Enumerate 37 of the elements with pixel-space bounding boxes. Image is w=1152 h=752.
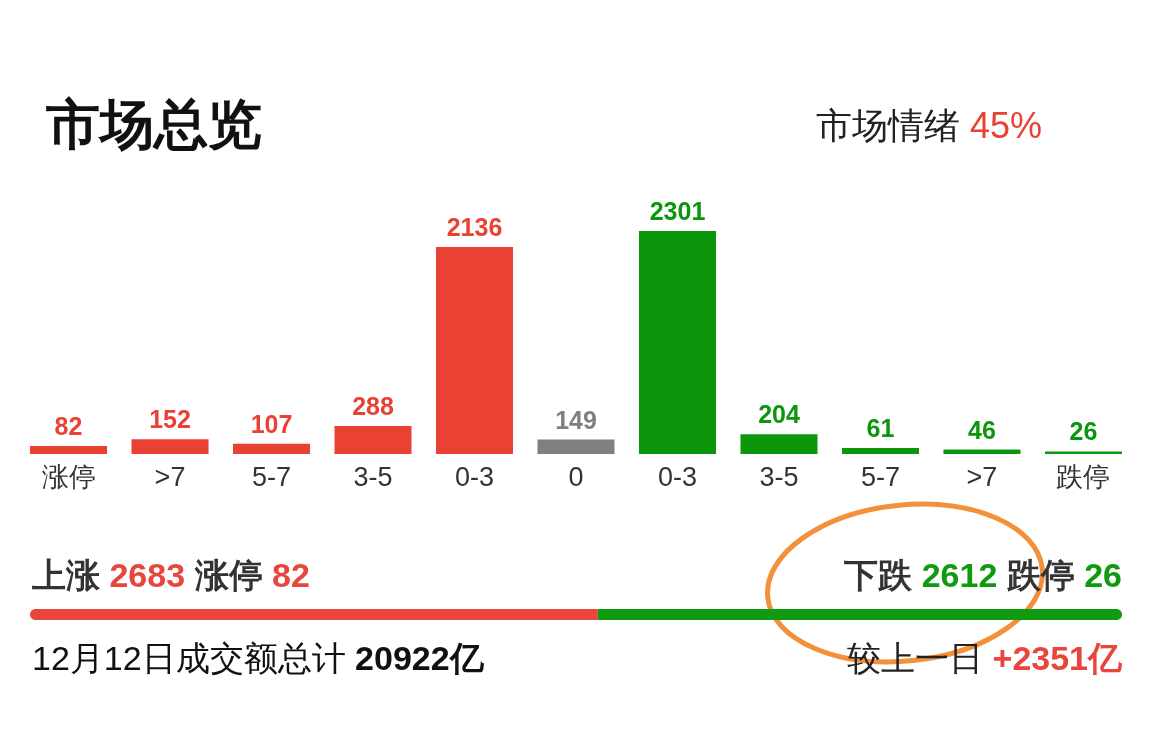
bar: [30, 446, 108, 454]
x-tick-label: 0-3: [657, 462, 698, 492]
data-label: 152: [149, 405, 191, 434]
data-label: 26: [1069, 417, 1098, 446]
bar: [638, 231, 717, 454]
data-label: 61: [866, 414, 895, 443]
bar: [740, 434, 818, 454]
x-tick-label: >7: [154, 462, 186, 492]
x-tick-label: 涨停: [41, 462, 96, 492]
bar: [1044, 451, 1122, 454]
x-tick-label: 3-5: [759, 462, 799, 492]
bar: [943, 449, 1021, 454]
data-label: 107: [250, 409, 293, 438]
x-tick-label: 3-5: [353, 462, 393, 492]
chart-title: 市场总览: [45, 94, 262, 154]
bar: [537, 439, 615, 454]
x-tick-label: 0-3: [454, 462, 495, 492]
x-tick-label: 5-7: [252, 462, 292, 492]
x-tick-label: >7: [966, 462, 998, 492]
data-label: 2136: [446, 212, 503, 241]
bar: [131, 439, 209, 454]
bar: [435, 246, 514, 454]
bar: [841, 448, 920, 454]
bar: [232, 443, 311, 454]
text: 上涨 2683 涨停 82: [31, 556, 310, 594]
bar: [334, 426, 412, 454]
data-label: 46: [968, 415, 996, 444]
data-label: 204: [758, 400, 800, 429]
text: 12月12日成交额总计 20922亿: [32, 639, 485, 677]
data-label: 2301: [649, 197, 706, 225]
data-label: 82: [54, 412, 83, 441]
x-tick-label: 0: [568, 462, 584, 492]
x-tick-label: 跌停: [1056, 462, 1111, 492]
text: 市场情绪 45%: [815, 105, 1043, 146]
data-label: 288: [352, 392, 394, 421]
x-tick-label: 5-7: [860, 462, 900, 492]
data-label: 149: [555, 405, 597, 434]
